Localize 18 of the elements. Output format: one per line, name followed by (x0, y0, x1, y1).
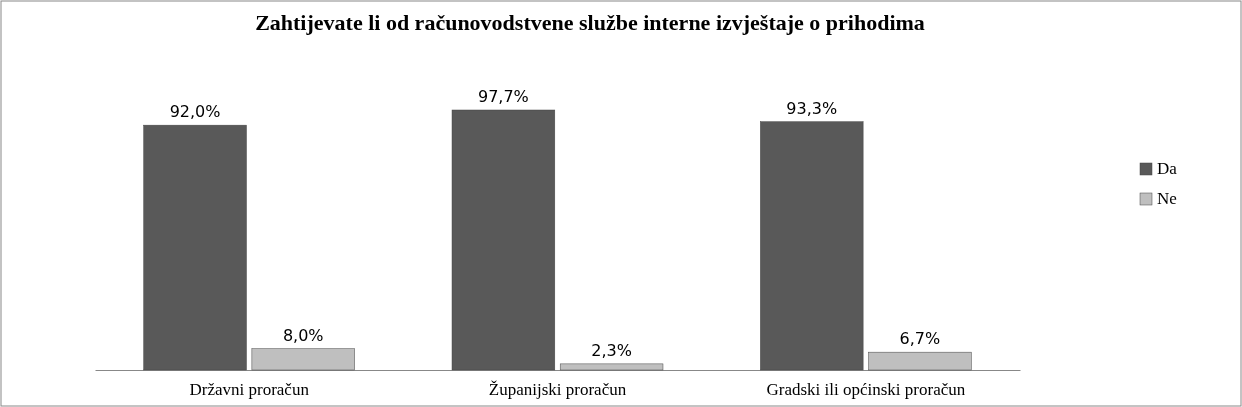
legend-label: Ne (1157, 189, 1177, 208)
chart-title: Zahtijevate li od računovodstvene službe interne izvještaje o prihodima (255, 10, 925, 35)
bar (251, 348, 355, 371)
x-tick-label: Županijski proračun (488, 380, 627, 400)
legend-label: Da (1157, 159, 1178, 178)
bar (559, 363, 664, 371)
data-label: 92,0% (169, 102, 221, 122)
x-tick-label: Državni proračun (189, 380, 310, 400)
data-label: 2,3% (591, 340, 632, 360)
bar (451, 109, 556, 371)
bar (868, 351, 972, 371)
data-label: 6,7% (899, 329, 941, 349)
bar (760, 121, 864, 371)
data-label: 93,3% (786, 98, 838, 118)
data-label: 8,0% (282, 325, 324, 345)
bar (143, 124, 247, 371)
data-label: 97,7% (477, 87, 529, 106)
x-tick-label: Gradski ili općinski proračun (766, 380, 966, 400)
